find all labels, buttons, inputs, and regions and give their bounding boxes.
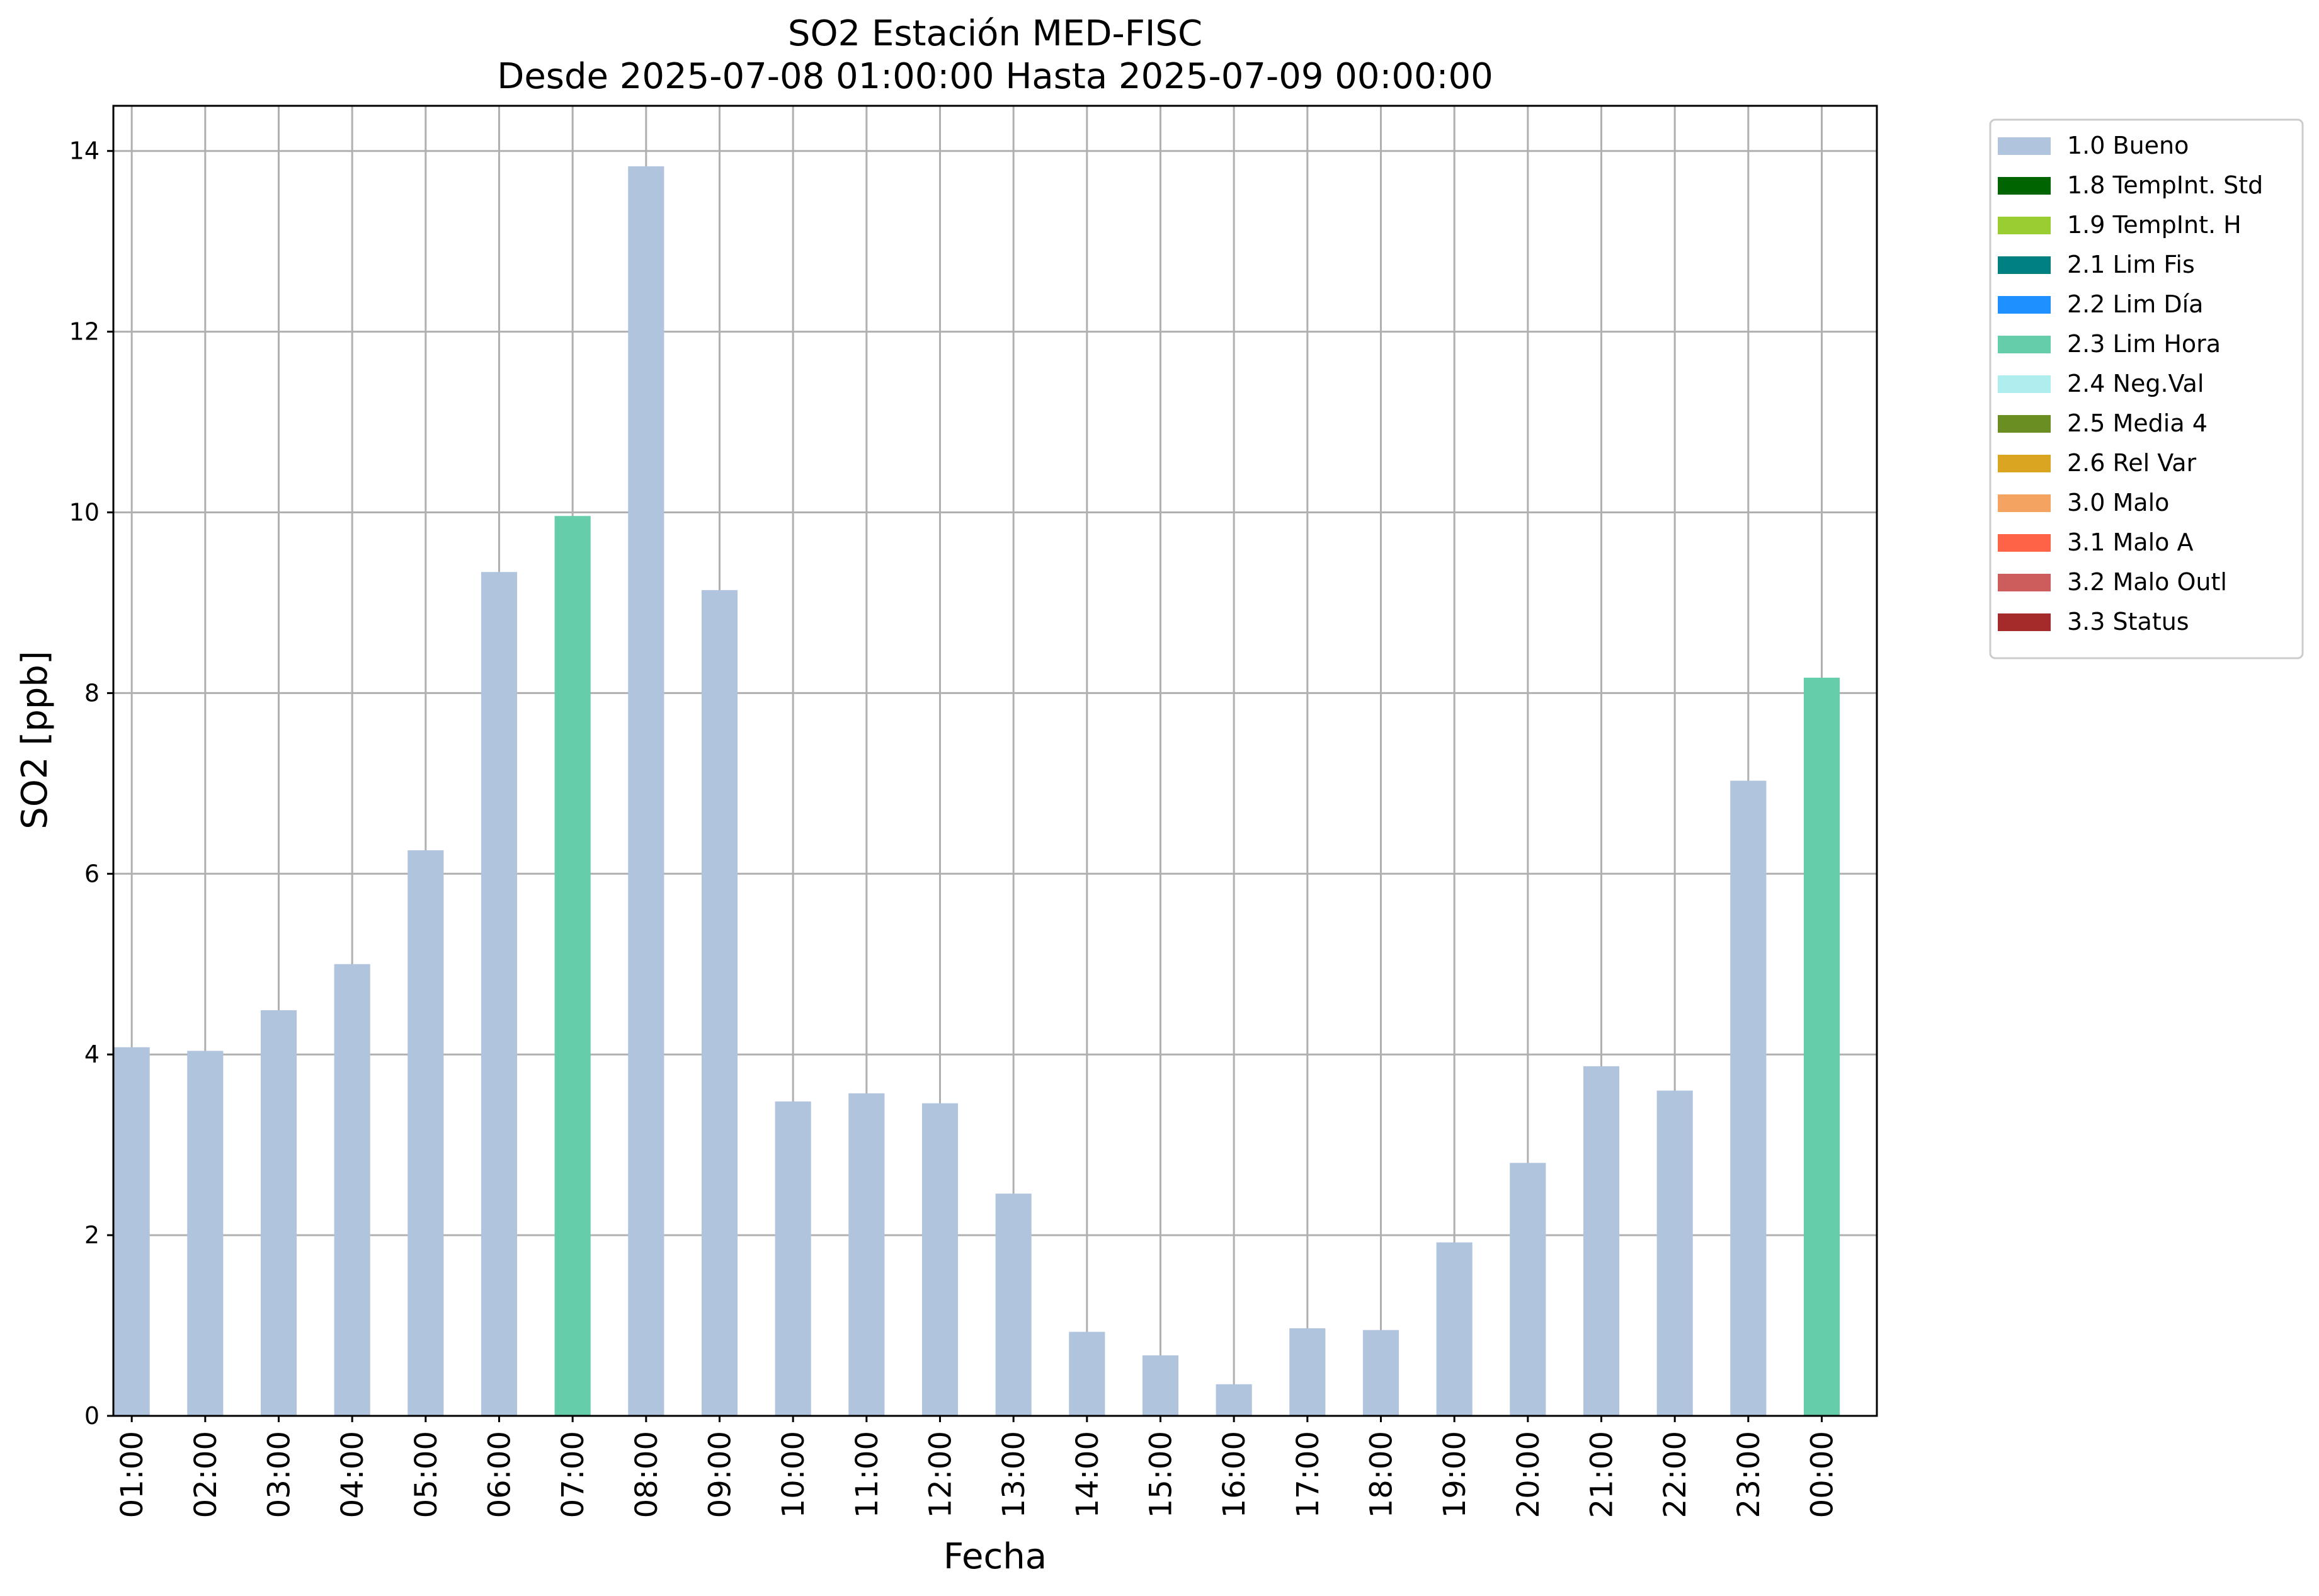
legend-swatch xyxy=(1998,613,2051,631)
legend-swatch xyxy=(1998,455,2051,472)
x-tick-label: 11:00 xyxy=(850,1431,885,1518)
legend: 1.0 Bueno 1.8 TempInt. Std 1.9 TempInt. H 2… xyxy=(1989,118,2304,659)
legend-label: 2.4 Neg.Val xyxy=(2067,370,2204,397)
x-tick-label: 06:00 xyxy=(482,1431,518,1518)
legend-label: 3.0 Malo xyxy=(2067,489,2169,516)
legend-swatch xyxy=(1998,137,2051,155)
x-tick-label: 08:00 xyxy=(629,1431,664,1518)
x-tick-label: 21:00 xyxy=(1585,1431,1620,1518)
legend-label: 1.8 TempInt. Std xyxy=(2067,171,2263,199)
y-tick-label: 4 xyxy=(84,1040,100,1068)
bar-0500 xyxy=(407,850,444,1416)
bar-1400 xyxy=(1069,1331,1105,1416)
legend-label: 2.1 Lim Fis xyxy=(2067,251,2195,278)
x-tick-label: 17:00 xyxy=(1291,1431,1326,1518)
legend-label: 2.6 Rel Var xyxy=(2067,449,2197,477)
bar-1900 xyxy=(1436,1242,1473,1416)
plot-area-frame xyxy=(112,105,1878,1417)
x-tick-label: 00:00 xyxy=(1805,1431,1840,1518)
bar-1500 xyxy=(1142,1355,1179,1416)
x-tick-label: 14:00 xyxy=(1070,1431,1105,1518)
y-tick-label: 12 xyxy=(69,318,100,346)
bar-2200 xyxy=(1656,1090,1693,1416)
legend-swatch xyxy=(1998,534,2051,552)
legend-label: 3.1 Malo A xyxy=(2067,528,2193,556)
bar-1200 xyxy=(921,1103,959,1416)
x-axis-label: Fecha xyxy=(943,1536,1047,1577)
bar-2300 xyxy=(1730,780,1767,1416)
x-tick-label: 07:00 xyxy=(556,1431,591,1518)
legend-swatch xyxy=(1998,296,2051,314)
y-tick-label: 8 xyxy=(84,679,100,707)
x-tick-label: 12:00 xyxy=(923,1431,959,1518)
legend-label: 3.2 Malo Outl xyxy=(2067,568,2227,596)
bar-0100 xyxy=(113,1047,150,1416)
legend-label: 2.5 Media 4 xyxy=(2067,409,2208,437)
x-tick-label: 22:00 xyxy=(1658,1431,1693,1518)
y-tick-label: 2 xyxy=(84,1221,100,1249)
x-tick-label: 02:00 xyxy=(188,1431,224,1518)
bar-1100 xyxy=(848,1093,885,1416)
bar-series xyxy=(113,166,1840,1416)
bar-0000 xyxy=(1803,678,1840,1416)
x-tick-label: 18:00 xyxy=(1364,1431,1399,1518)
legend-swatch xyxy=(1998,415,2051,433)
legend-label: 2.2 Lim Día xyxy=(2067,290,2203,318)
x-tick-label: 04:00 xyxy=(335,1431,370,1518)
bar-1000 xyxy=(775,1101,811,1416)
legend-swatch xyxy=(1998,494,2051,512)
bar-1700 xyxy=(1289,1328,1326,1416)
x-tick-label: 16:00 xyxy=(1217,1431,1252,1518)
y-tick-label: 14 xyxy=(69,137,100,165)
legend-swatch xyxy=(1998,574,2051,591)
chart-subtitle: Desde 2025-07-08 01:00:00 Hasta 2025-07-… xyxy=(497,56,1493,97)
bar-0600 xyxy=(481,572,518,1416)
legend-box xyxy=(1989,118,2304,659)
bar-1600 xyxy=(1216,1384,1252,1416)
bar-2100 xyxy=(1583,1066,1620,1416)
y-tick-label: 10 xyxy=(69,499,100,527)
x-tick-label: 03:00 xyxy=(262,1431,297,1518)
x-tick-label: 09:00 xyxy=(703,1431,738,1518)
x-tick-label: 15:00 xyxy=(1144,1431,1179,1518)
bar-0800 xyxy=(628,166,664,1416)
y-tick-label: 6 xyxy=(84,860,100,887)
chart-title: SO2 Estación MED-FISC xyxy=(788,13,1202,54)
x-tick-label: 19:00 xyxy=(1437,1431,1473,1518)
bar-1300 xyxy=(995,1194,1032,1416)
legend-swatch xyxy=(1998,217,2051,234)
x-tick-label: 13:00 xyxy=(996,1431,1032,1518)
bar-0700 xyxy=(554,516,591,1416)
legend-swatch xyxy=(1998,375,2051,393)
legend-label: 3.3 Status xyxy=(2067,608,2189,636)
bar-1800 xyxy=(1362,1330,1399,1416)
x-tick-label: 23:00 xyxy=(1731,1431,1767,1518)
x-tick-label: 01:00 xyxy=(115,1431,150,1518)
bar-0300 xyxy=(260,1010,297,1416)
x-tick-label: 10:00 xyxy=(776,1431,811,1518)
legend-label: 2.3 Lim Hora xyxy=(2067,330,2221,358)
legend-label: 1.9 TempInt. H xyxy=(2067,211,2242,239)
bar-0900 xyxy=(701,590,738,1416)
x-axis-ticks: 01:00 02:00 03:00 04:00 05:00 06:00 07:00 08:00… xyxy=(115,1416,1840,1518)
legend-swatch xyxy=(1998,256,2051,274)
y-axis-label: SO2 [ppb] xyxy=(14,651,55,829)
legend-swatch xyxy=(1998,177,2051,195)
bar-0400 xyxy=(334,964,370,1416)
x-tick-label: 05:00 xyxy=(409,1431,444,1518)
legend-swatch xyxy=(1998,336,2051,353)
y-tick-label: 0 xyxy=(84,1402,100,1430)
x-tick-label: 20:00 xyxy=(1511,1431,1546,1518)
bar-0200 xyxy=(187,1051,224,1416)
y-axis-ticks: 0 2 4 6 8 10 12 14 xyxy=(69,137,113,1430)
legend-label: 1.0 Bueno xyxy=(2067,132,2189,159)
bar-2000 xyxy=(1510,1163,1546,1416)
